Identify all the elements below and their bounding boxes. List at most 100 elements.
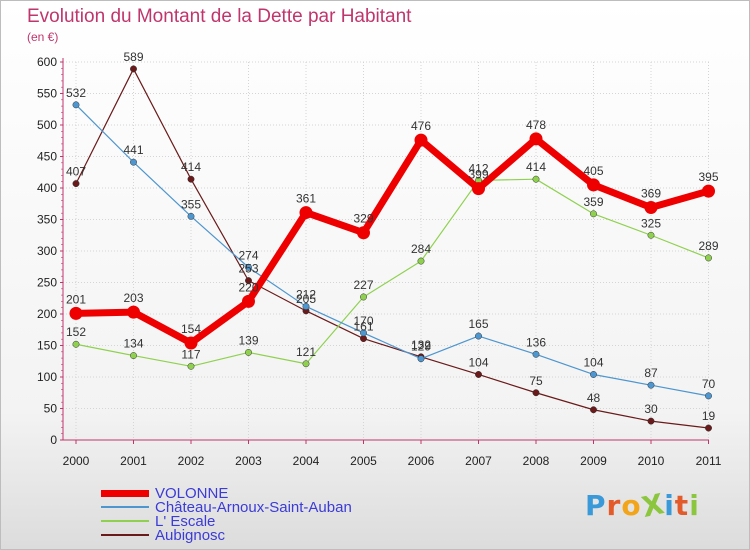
legend-swatch (101, 534, 149, 536)
x-tick-label: 2003 (235, 454, 262, 468)
data-label: 203 (123, 291, 143, 305)
data-point (242, 294, 255, 308)
data-point (302, 302, 310, 310)
data-label: 48 (587, 391, 601, 405)
y-tick-label: 600 (37, 55, 57, 69)
data-point (472, 182, 485, 196)
data-point (245, 263, 252, 271)
data-point (360, 293, 367, 301)
y-tick-label: 350 (37, 213, 57, 227)
chart-subtitle: (en €) (27, 30, 59, 44)
data-point (360, 329, 367, 337)
data-point (647, 231, 655, 239)
data-label: 407 (66, 165, 86, 179)
data-label: 121 (296, 345, 316, 359)
data-point (590, 210, 597, 218)
data-point (532, 175, 540, 183)
data-point (475, 371, 482, 378)
data-label: 87 (644, 366, 658, 380)
data-point (187, 212, 195, 220)
y-tick-label: 450 (37, 150, 57, 164)
data-label: 117 (181, 347, 200, 361)
data-label: 30 (644, 402, 658, 416)
data-label: 405 (583, 164, 603, 178)
legend-item: Château-Arnoux-Saint-Auban (101, 498, 352, 516)
x-tick-label: 2002 (178, 454, 205, 468)
x-tick-label: 2008 (523, 454, 550, 468)
y-tick-label: 400 (37, 181, 57, 195)
data-label: 19 (702, 409, 716, 423)
data-point (187, 362, 195, 370)
data-point (414, 133, 428, 147)
y-tick-label: 100 (37, 370, 57, 384)
data-label: 220 (238, 280, 258, 294)
chart-legend: VOLONNE Château-Arnoux-Saint-Auban L' Esca… (101, 484, 352, 544)
data-label: 441 (123, 143, 143, 157)
legend-label: Aubignosc (155, 526, 226, 544)
legend-label: Château-Arnoux-Saint-Auban (155, 498, 352, 516)
legend-swatch (101, 520, 149, 522)
data-label: 329 (353, 212, 373, 226)
data-point (127, 305, 140, 319)
data-label: 154 (181, 322, 201, 336)
series-line-0 (75, 135, 710, 347)
x-tick-label: 2000 (63, 454, 90, 468)
data-label: 136 (526, 335, 546, 349)
data-point (417, 257, 425, 265)
legend-label: L' Escale (155, 512, 216, 530)
y-tick-label: 150 (37, 339, 57, 353)
series-line-3 (75, 68, 709, 429)
data-label: 165 (468, 317, 488, 331)
legend-item: Aubignosc (101, 526, 352, 544)
y-tick-label: 200 (37, 307, 57, 321)
data-point (590, 371, 597, 378)
y-tick-label: 500 (37, 118, 57, 132)
data-label: 201 (66, 292, 86, 306)
series-line-2 (75, 178, 709, 367)
x-tick-label: 2011 (696, 454, 722, 468)
data-point (302, 360, 310, 368)
data-label: 412 (468, 161, 488, 175)
x-tick-label: 2006 (408, 454, 435, 468)
data-label: 161 (353, 320, 373, 334)
data-point (705, 254, 712, 262)
x-tick-label: 2004 (293, 454, 320, 468)
data-point (702, 184, 715, 198)
data-label: 325 (641, 216, 661, 230)
data-point (72, 101, 80, 109)
data-label: 478 (526, 118, 546, 132)
data-label: 532 (66, 86, 86, 100)
data-label: 369 (641, 187, 661, 201)
data-point (184, 336, 198, 350)
data-point (705, 392, 712, 400)
data-point (130, 352, 137, 360)
legend-item: L' Escale (101, 512, 352, 530)
data-point (647, 417, 655, 425)
x-tick-label: 2007 (465, 454, 492, 468)
legend-label: VOLONNE (155, 484, 229, 502)
data-label: 355 (181, 197, 201, 211)
data-point (357, 226, 370, 240)
data-point (705, 424, 712, 432)
data-point (130, 158, 137, 166)
data-point (299, 206, 313, 220)
data-label: 152 (66, 325, 86, 339)
x-tick-label: 2005 (350, 454, 377, 468)
y-tick-label: 0 (50, 433, 57, 447)
data-label: 395 (698, 170, 718, 184)
data-label: 132 (411, 338, 431, 352)
data-point (590, 406, 597, 414)
data-point (587, 178, 600, 192)
x-tick-label: 2009 (580, 454, 607, 468)
data-point (532, 389, 540, 397)
legend-swatch (101, 506, 149, 508)
y-tick-label: 250 (37, 276, 57, 290)
data-label: 253 (238, 262, 258, 276)
data-label: 134 (123, 337, 143, 351)
chart-title: Evolution du Montant de la Dette par Hab… (27, 6, 412, 27)
data-point (245, 277, 252, 285)
proxiti-logo: ProXiti (585, 487, 700, 524)
data-point (529, 132, 543, 146)
data-label: 414 (526, 160, 546, 174)
